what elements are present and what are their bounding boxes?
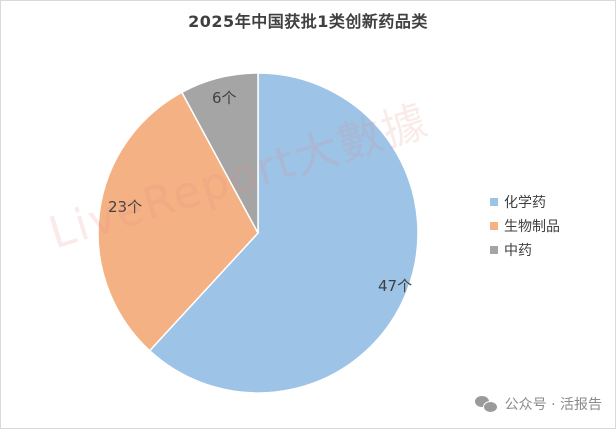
data-label-chem: 47个 <box>378 277 412 295</box>
chart-title: 2025年中国获批1类创新药品类 <box>188 12 428 31</box>
pie-slice-2[interactable] <box>180 72 259 234</box>
legend-label: 化学药 <box>504 195 546 211</box>
data-label-bio: 23个 <box>108 198 142 216</box>
wechat-icon <box>474 396 498 413</box>
legend-swatch <box>490 222 498 230</box>
legend-item-bio[interactable]: 生物制品 <box>490 214 560 238</box>
legend-label: 中药 <box>504 243 532 259</box>
footer-attribution: 公众号 · 活报告 <box>474 394 602 414</box>
legend-swatch <box>490 246 498 254</box>
pie-slice-1[interactable] <box>97 91 259 352</box>
legend-swatch <box>490 198 498 206</box>
legend-item-tcm[interactable]: 中药 <box>490 238 560 262</box>
footer-text: 公众号 · 活报告 <box>504 397 602 413</box>
legend: 化学药 生物制品 中药 <box>490 190 560 262</box>
pie-slice-0[interactable] <box>148 72 419 394</box>
legend-item-chem[interactable]: 化学药 <box>490 190 560 214</box>
legend-label: 生物制品 <box>504 219 560 235</box>
data-label-tcm: 6个 <box>212 89 237 107</box>
